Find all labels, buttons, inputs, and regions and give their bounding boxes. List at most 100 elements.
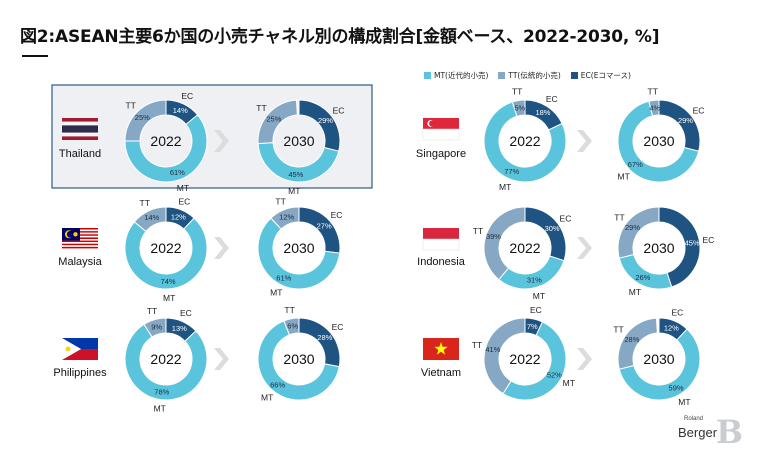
value-label-tt: 28% <box>624 335 639 344</box>
series-label-mt: MT <box>563 378 575 388</box>
year-label: 2022 <box>509 240 540 256</box>
series-label-mt: MT <box>163 293 175 303</box>
country-name: Vietnam <box>421 367 461 379</box>
series-label-tt: TT <box>473 226 483 236</box>
donut-segment-mt <box>257 217 341 290</box>
value-label-ec: 12% <box>171 212 186 221</box>
legend-label-tt: TT(伝統的小売) <box>508 71 561 80</box>
legend-item-ec: EC(Eコマース) <box>570 70 631 81</box>
series-label-mt: MT <box>154 404 166 414</box>
donut-segment-mt <box>617 100 700 183</box>
donut-segment-tt <box>124 99 167 142</box>
value-label-ec: 45% <box>685 238 700 247</box>
series-label-tt: TT <box>147 306 157 316</box>
donut-segment-tt <box>133 206 167 233</box>
value-label-ec: 30% <box>545 224 560 233</box>
country-name: Malaysia <box>58 256 102 268</box>
donut-segment-tt <box>283 317 300 336</box>
value-label-mt: 67% <box>628 160 643 169</box>
brand-logo-small-text: Roland <box>684 416 704 422</box>
series-label-ec: EC <box>180 308 192 318</box>
series-label-mt: MT <box>678 397 690 407</box>
donut-segment-tt <box>143 317 167 338</box>
series-label-tt: TT <box>472 340 482 350</box>
value-label-tt: 12% <box>279 212 294 221</box>
series-label-tt: TT <box>140 198 150 208</box>
series-label-mt: MT <box>499 182 511 192</box>
value-label-tt: 29% <box>625 223 640 232</box>
donut-segment-mt <box>483 101 567 183</box>
value-label-tt: 41% <box>485 345 500 354</box>
legend-label-mt: MT(近代的小売) <box>434 71 489 80</box>
series-label-mt: MT <box>270 288 282 298</box>
year-label: 2030 <box>643 351 674 367</box>
brand-logo-text: Berger <box>678 425 718 440</box>
year-label: 2022 <box>150 240 181 256</box>
series-label-mt: MT <box>177 183 189 193</box>
value-label-mt: 78% <box>154 388 169 397</box>
legend-item-mt: MT(近代的小売) <box>424 70 488 81</box>
donut-segment-tt <box>511 99 526 117</box>
value-label-tt: 25% <box>135 113 150 122</box>
donut-segment-tt <box>257 99 298 145</box>
year-label: 2030 <box>643 133 674 149</box>
flag-vietnam-icon <box>423 338 459 360</box>
series-label-tt: TT <box>613 325 623 335</box>
donut-segment-mt <box>618 328 701 401</box>
chevron-right-icon <box>214 237 229 259</box>
series-label-mt: MT <box>533 291 545 301</box>
legend-label-ec: EC(Eコマース) <box>580 71 631 80</box>
series-label-ec: EC <box>546 94 558 104</box>
value-label-mt: 59% <box>669 383 684 392</box>
country-name: Philippines <box>53 367 107 379</box>
donut-segment-mt <box>124 217 208 290</box>
value-label-ec: 18% <box>535 108 550 117</box>
donut-malaysia-2030: 27%EC 61% MT 12% TT 2030 <box>257 197 343 298</box>
series-label-ec: EC <box>530 305 542 315</box>
series-label-tt: TT <box>648 86 658 96</box>
donut-singapore-2022: 18% EC 77% MT 5% TT 2022 <box>483 87 567 192</box>
donut-philippines-2030: 28%EC 66% MT 6% TT 2030 <box>257 305 343 403</box>
value-label-mt: 26% <box>635 273 650 282</box>
chevron-right-icon <box>577 237 592 259</box>
donut-vietnam-2022: 7% EC 52%MT 41%TT 2022 <box>472 305 575 401</box>
title-underline <box>22 55 48 57</box>
flag-malaysia-icon <box>62 228 98 250</box>
year-label: 2022 <box>150 351 181 367</box>
value-label-ec: 27% <box>317 221 332 230</box>
value-label-tt: 5% <box>514 103 525 112</box>
value-label-tt: 9% <box>151 322 162 331</box>
value-label-tt: 39% <box>486 232 501 241</box>
chevron-right-icon <box>214 130 229 152</box>
chevron-right-icon <box>214 348 229 370</box>
series-label-ec: EC <box>560 214 572 224</box>
value-label-mt: 31% <box>527 276 542 285</box>
series-label-ec: EC <box>331 210 343 220</box>
donut-segment-mt <box>124 323 208 401</box>
value-label-tt: 14% <box>144 213 159 222</box>
legend: MT(近代的小売) TT(伝統的小売) EC(Eコマース) <box>424 70 631 81</box>
value-label-mt: 77% <box>504 167 519 176</box>
value-label-mt: 45% <box>288 170 303 179</box>
value-label-mt: 61% <box>276 273 291 282</box>
value-label-tt: 4% <box>649 103 660 112</box>
legend-item-tt: TT(伝統的小売) <box>498 70 561 81</box>
series-label-tt: TT <box>284 305 294 315</box>
year-label: 2022 <box>509 351 540 367</box>
value-label-ec: 12% <box>664 323 679 332</box>
flag-singapore-icon <box>422 118 460 141</box>
value-label-ec: 13% <box>172 324 187 333</box>
donut-indonesia-2022: 30%EC 31% MT 39%TT 2022 <box>473 206 572 301</box>
series-label-ec: EC <box>702 235 714 245</box>
value-label-mt: 52% <box>547 371 562 380</box>
donut-segment-tt <box>617 317 658 370</box>
value-label-ec: 29% <box>678 116 693 125</box>
chart-title: 図2:ASEAN主要6か国の小売チャネル別の構成割合[金額ベース、2022-20… <box>20 27 660 47</box>
donut-philippines-2022: 13% EC 78% MT 9% TT 2022 <box>124 306 208 414</box>
country-name: Thailand <box>59 148 101 160</box>
legend-swatch-mt <box>424 72 431 79</box>
flag-thailand-icon <box>62 118 98 140</box>
series-label-tt: TT <box>256 103 266 113</box>
donut-segment-mt <box>124 114 208 183</box>
